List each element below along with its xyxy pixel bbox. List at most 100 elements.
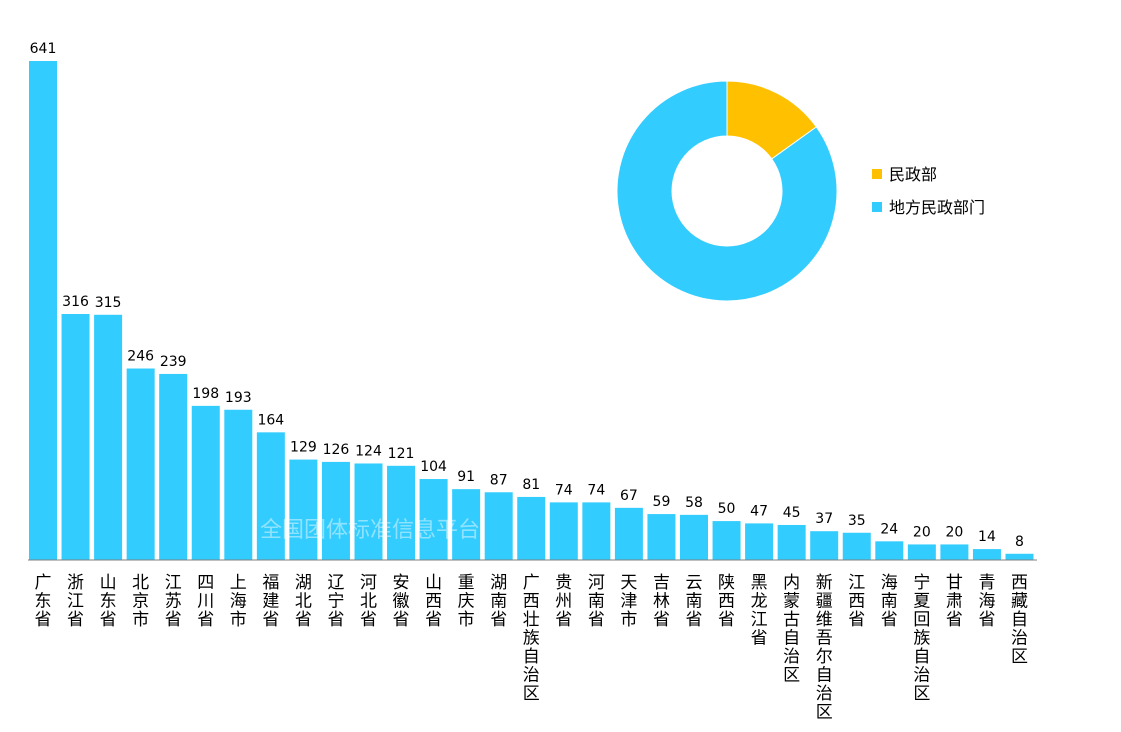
category-label: 黑龙江省	[751, 573, 768, 649]
bar-9	[321, 461, 350, 560]
category-label: 海南省	[881, 573, 898, 630]
bar-14	[484, 492, 513, 560]
category-label: 北京市	[132, 573, 149, 630]
category-label: 宁夏回族自治区	[913, 573, 930, 704]
category-label: 河北省	[360, 573, 377, 630]
bar-18	[614, 507, 643, 560]
bar-value-label: 37	[815, 511, 833, 527]
legend-label: 地方民政部门	[889, 198, 985, 217]
bar-value-label: 47	[750, 503, 768, 519]
category-label: 上海市	[230, 573, 247, 630]
category-label: 辽宁省	[327, 573, 344, 630]
category-label: 湖北省	[295, 573, 312, 630]
bar-value-label: 193	[225, 390, 252, 406]
donut-chart	[616, 80, 838, 302]
bar-series	[29, 61, 1034, 560]
bar-29	[972, 549, 1001, 560]
bar-8	[289, 459, 318, 560]
bar-7	[256, 432, 285, 560]
bar-value-label: 121	[388, 446, 415, 462]
category-label: 山西省	[425, 573, 442, 630]
bar-value-label: 641	[30, 41, 57, 57]
category-label: 湖南省	[490, 573, 507, 630]
bar-25	[842, 532, 871, 560]
bar-value-label: 316	[62, 294, 89, 310]
value-labels: 641 316 315 246 239 198 193 164 129 126 124 121 104 9…	[30, 41, 1024, 550]
bar-value-label: 58	[685, 495, 703, 511]
legend-swatch	[872, 202, 882, 212]
bar-value-label: 126	[323, 442, 350, 458]
bar-17	[582, 502, 611, 560]
bar-26	[875, 541, 904, 560]
bar-10	[354, 463, 383, 560]
bar-11	[387, 465, 416, 560]
bar-value-label: 164	[257, 412, 284, 428]
category-label: 山东省	[100, 573, 117, 630]
bar-value-label: 315	[95, 295, 122, 311]
bar-value-label: 124	[355, 443, 382, 459]
category-label: 西藏自治区	[1011, 573, 1028, 667]
bar-value-label: 20	[913, 524, 931, 540]
category-label: 吉林省	[653, 573, 670, 630]
bar-20	[680, 514, 708, 560]
category-label: 浙江省	[67, 573, 84, 630]
bar-22	[745, 523, 774, 560]
bar-value-label: 74	[587, 482, 605, 498]
category-label: 重庆市	[458, 573, 475, 630]
bar-value-label: 14	[978, 529, 996, 545]
bar-value-label: 246	[127, 349, 154, 365]
bar-value-label: 87	[490, 472, 508, 488]
category-label: 四川省	[197, 573, 214, 630]
category-label: 河南省	[588, 573, 605, 630]
category-label: 安徽省	[393, 573, 410, 630]
category-label: 江西省	[848, 573, 865, 630]
bar-value-label: 198	[192, 386, 219, 402]
category-label: 甘肃省	[946, 573, 963, 630]
bar-value-label: 35	[848, 513, 866, 529]
bar-value-label: 91	[457, 469, 475, 485]
bar-value-label: 24	[880, 521, 898, 537]
bar-value-label: 129	[290, 440, 317, 456]
category-label: 江苏省	[165, 573, 182, 630]
bar-value-label: 59	[653, 494, 671, 510]
bar-value-label: 104	[420, 459, 447, 475]
bar-12	[419, 479, 448, 560]
bar-4	[159, 373, 188, 560]
category-label: 天津市	[620, 573, 637, 630]
category-label: 陕西省	[718, 573, 735, 630]
watermark: 全国团体标准信息平台	[260, 518, 480, 543]
bar-3	[126, 368, 155, 560]
bar-21	[712, 521, 741, 560]
bar-24	[810, 531, 839, 560]
category-label: 内蒙古自治区	[783, 573, 800, 686]
category-label: 贵州省	[555, 573, 572, 630]
bar-1	[61, 314, 90, 560]
bar-value-label: 50	[718, 501, 736, 517]
category-labels: 广东省浙江省山东省北京市江苏省四川省上海市福建省湖北省辽宁省河北省安徽省山西省重…	[35, 573, 1029, 723]
bar-6	[224, 409, 253, 560]
bar-2	[94, 314, 123, 560]
bar-value-label: 81	[522, 477, 540, 493]
category-label: 云南省	[686, 573, 703, 630]
category-label: 青海省	[978, 573, 995, 630]
bar-value-label: 45	[783, 505, 801, 521]
bar-0	[29, 61, 57, 560]
bar-5	[191, 405, 220, 560]
bar-value-label: 67	[620, 488, 638, 504]
category-label: 福建省	[262, 573, 279, 630]
legend-label: 民政部	[889, 165, 937, 184]
bar-27	[907, 544, 936, 560]
bar-value-label: 20	[945, 524, 963, 540]
bar-30	[1005, 553, 1034, 560]
category-label: 广西壮族自治区	[523, 573, 540, 704]
bar-15	[517, 496, 546, 560]
bar-13	[452, 489, 481, 560]
bar-16	[549, 502, 578, 560]
category-label: 新疆维吾尔自治区	[816, 573, 833, 723]
category-label: 广东省	[35, 573, 52, 630]
donut-slice-1	[616, 80, 838, 302]
bar-value-label: 239	[160, 354, 187, 370]
bar-28	[940, 544, 969, 560]
bar-23	[777, 524, 806, 560]
